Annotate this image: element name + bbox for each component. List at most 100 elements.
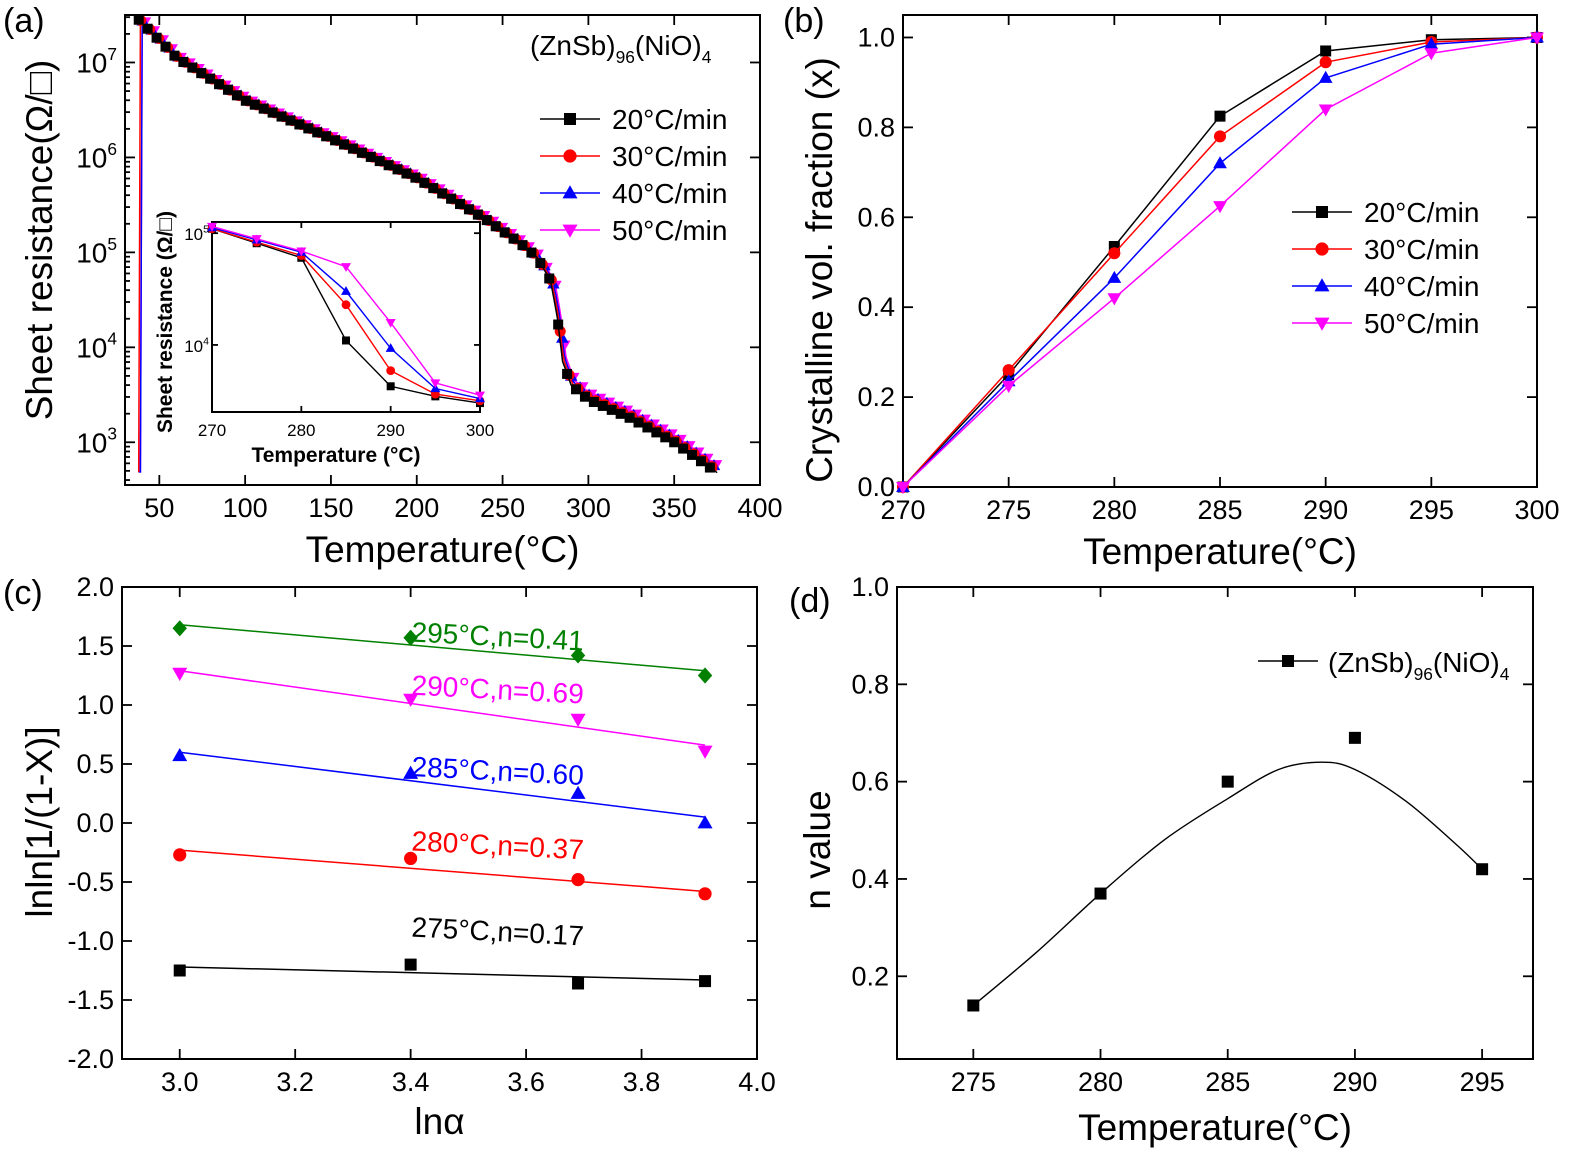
x-tick-label: 150 [308, 493, 353, 523]
data-point [1424, 48, 1439, 61]
data-point [651, 427, 662, 438]
legend-marker [1315, 242, 1329, 256]
data-point [392, 164, 403, 175]
fit-label: 290°C,n=0.69 [411, 670, 585, 710]
data-point [1318, 104, 1333, 117]
data-point [404, 958, 417, 971]
legend-marker [1314, 317, 1330, 331]
data-point [338, 139, 349, 150]
tick-base: 10 [76, 142, 107, 173]
x-tick-label: 50 [144, 493, 174, 523]
data-point [222, 84, 233, 95]
legend-label: 40°C/min [612, 178, 727, 209]
data-point [365, 151, 376, 162]
y-tick-label: 0.8 [857, 112, 895, 142]
x-tick-label: 200 [394, 493, 439, 523]
x-tick-label: 300 [566, 493, 611, 523]
data-point [374, 156, 385, 167]
subscript-text: 4 [1500, 664, 1510, 684]
data-point [403, 693, 419, 707]
series-3: 280°C,n=0.37 [173, 825, 712, 901]
data-point [1107, 293, 1122, 306]
x-tick-label: 290 [1303, 495, 1348, 525]
fit-label: 295°C,n=0.41 [411, 617, 585, 657]
y-tick-label: 104 [76, 329, 117, 364]
tick-exponent: 7 [107, 44, 117, 64]
data-point [535, 258, 546, 269]
y-tick-label: 0.8 [851, 669, 889, 699]
y-tick-label: -1.0 [67, 926, 114, 956]
annotation-text: (ZnSb) [1328, 647, 1414, 678]
x-tick-label: 275 [986, 495, 1031, 525]
panel-d: 275 280 285 290 295 0.2 0.4 0.6 0.8 1.0 (d) Tempera… [789, 572, 1534, 1148]
composition-annotation: (ZnSb)96(NiO)4 [530, 30, 712, 67]
x-tick-label: 270 [880, 495, 925, 525]
data-point [544, 273, 555, 284]
plot-frame [211, 221, 481, 413]
data-point [172, 747, 188, 762]
data-point [1348, 731, 1361, 744]
x-tick-label: 295 [1409, 495, 1454, 525]
data-point [463, 204, 474, 215]
inset-data-point [251, 235, 262, 244]
data-point [698, 887, 712, 901]
legend: (ZnSb)96(NiO)4 [1258, 647, 1510, 684]
plot-frame [124, 14, 761, 486]
y-axis-title: Sheet resistance(Ω/□) [19, 60, 60, 421]
data-point [624, 412, 635, 423]
tick-base: 10 [76, 237, 107, 268]
data-point [579, 391, 590, 402]
data-point [383, 160, 394, 171]
legend-marker [1316, 206, 1328, 218]
panel-label: (c) [3, 574, 43, 612]
tick-exponent: 3 [107, 424, 117, 444]
panel-label: (a) [3, 2, 45, 40]
data-point [142, 23, 153, 34]
inset-data-point [296, 247, 307, 257]
legend-marker [1314, 278, 1330, 292]
series-2: 285°C,n=0.60 [172, 747, 713, 829]
data-point [133, 14, 144, 25]
panel-b: 270 275 280 285 290 295 300 0.0 0.2 0.4 0.6 0.8 1.0 (… [783, 2, 1560, 572]
data-point [695, 456, 706, 467]
fit-label: 280°C,n=0.37 [411, 825, 585, 865]
x-tick-label: 3.6 [507, 1067, 545, 1097]
fit-label: 275°C,n=0.17 [411, 912, 585, 952]
data-point [687, 449, 698, 460]
subscript-text: 96 [616, 47, 635, 67]
data-point [258, 103, 269, 114]
y-tick-label: 0.2 [857, 382, 895, 412]
data-point [660, 432, 671, 443]
y-tick-label: 1.0 [857, 22, 895, 52]
data-point [588, 396, 599, 407]
data-point [173, 964, 186, 977]
data-point [597, 400, 608, 411]
tick-exponent: 5 [203, 224, 209, 236]
x-tick-label: 280 [287, 421, 315, 440]
x-tick-label: 100 [223, 493, 268, 523]
series-0 [967, 731, 1489, 1012]
series-3 [896, 32, 1544, 495]
annotation-text: (NiO) [635, 30, 702, 61]
data-point [481, 215, 492, 226]
y-tick-label: 1.0 [851, 572, 889, 602]
y-tick-label: 1.0 [76, 690, 114, 720]
data-point [526, 247, 537, 258]
x-tick-label: 250 [480, 493, 525, 523]
data-point [1001, 380, 1016, 394]
fit-line [179, 670, 706, 746]
data-point [571, 873, 585, 887]
x-tick-label: 300 [1514, 495, 1559, 525]
legend-marker [1282, 655, 1294, 667]
data-point [294, 119, 305, 130]
legend-label: 20°C/min [612, 104, 727, 135]
data-point [562, 368, 573, 379]
data-point [214, 79, 225, 90]
x-tick-label: 400 [737, 493, 782, 523]
x-axis-title: lnα [414, 1101, 464, 1142]
tick-base: 10 [184, 225, 203, 244]
y-tick-label: 0.4 [857, 292, 895, 322]
data-point [499, 227, 510, 238]
data-point [249, 99, 260, 110]
data-point [330, 135, 341, 146]
